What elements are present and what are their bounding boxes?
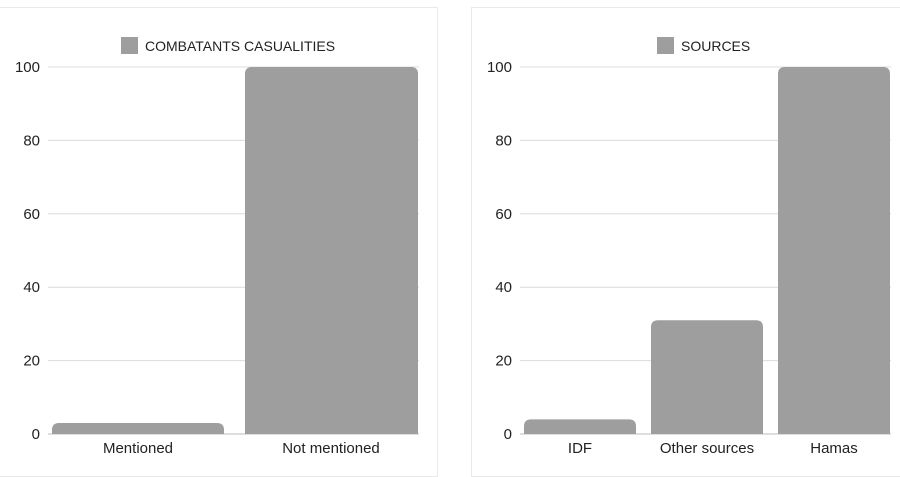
- legend-swatch: [657, 37, 674, 54]
- y-tick-label: 20: [23, 353, 40, 370]
- x-axis-labels: Mentioned Not mentioned: [103, 440, 380, 457]
- bar: [52, 422, 224, 434]
- x-category-label: Not mentioned: [282, 440, 380, 457]
- y-tick-label: 80: [23, 132, 40, 149]
- bars: [524, 67, 890, 434]
- x-category-label: Other sources: [660, 440, 754, 457]
- x-category-label: IDF: [568, 440, 592, 457]
- legend-label: SOURCES: [681, 38, 750, 54]
- chart-sources: SOURCES 0 20 40 60 80 100 IDF Other sources Ham…: [487, 37, 891, 457]
- x-axis-labels: IDF Other sources Hamas: [568, 440, 858, 457]
- bar: [651, 320, 763, 434]
- y-tick-label: 60: [495, 206, 512, 223]
- y-tick-label: 20: [495, 353, 512, 370]
- y-tick-label: 80: [495, 132, 512, 149]
- chart-combatants: COMBATANTS CASUALITIES 0 20 40 60 80 100 Ment…: [15, 37, 419, 457]
- y-tick-label: 0: [504, 426, 512, 443]
- y-tick-label: 0: [32, 426, 40, 443]
- legend-swatch: [121, 37, 138, 54]
- y-tick-label: 100: [487, 59, 512, 76]
- bar: [778, 67, 890, 434]
- x-category-label: Mentioned: [103, 440, 173, 457]
- y-axis-ticks: 0 20 40 60 80 100: [15, 59, 40, 443]
- y-axis-ticks: 0 20 40 60 80 100: [487, 59, 512, 443]
- x-category-label: Hamas: [810, 440, 858, 457]
- y-tick-label: 100: [15, 59, 40, 76]
- y-tick-label: 40: [23, 279, 40, 296]
- bars: [52, 67, 418, 434]
- bar-charts: COMBATANTS CASUALITIES 0 20 40 60 80 100 Ment…: [15, 37, 891, 457]
- y-tick-label: 40: [495, 279, 512, 296]
- legend-label: COMBATANTS CASUALITIES: [145, 38, 335, 54]
- bar: [524, 419, 636, 434]
- bar: [245, 67, 418, 434]
- y-tick-label: 60: [23, 206, 40, 223]
